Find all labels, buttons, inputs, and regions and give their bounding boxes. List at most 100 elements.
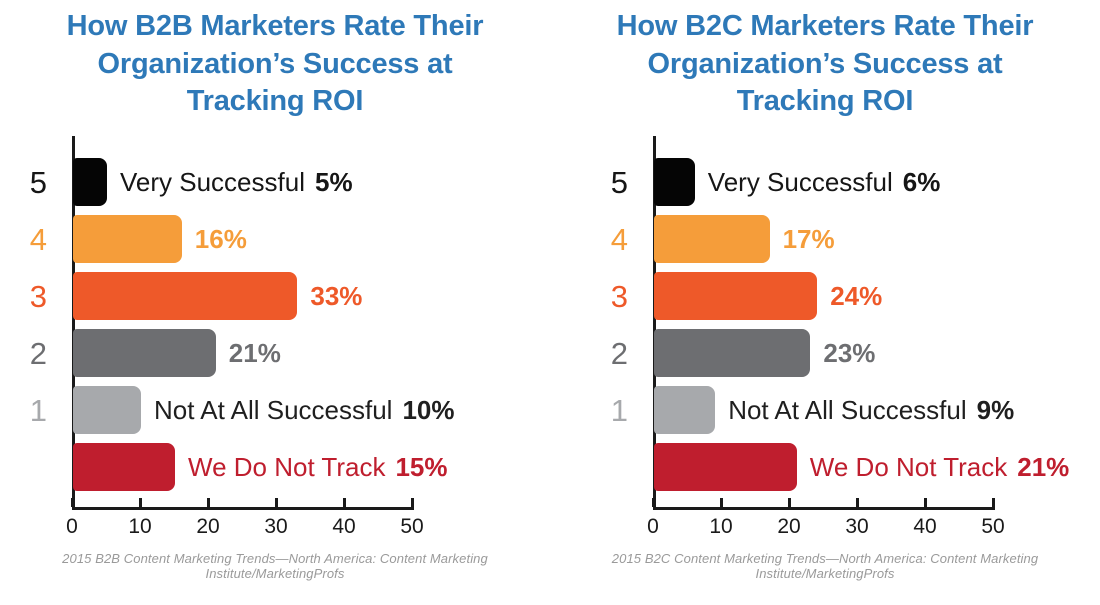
bar-label: Not At All Successful 9% bbox=[728, 397, 1014, 423]
bar bbox=[73, 386, 141, 435]
bar-value: 16% bbox=[194, 224, 247, 255]
title-line: Tracking ROI bbox=[186, 85, 364, 118]
x-axis: 0 10 20 30 40 50 bbox=[66, 498, 424, 539]
bar-zone: 24% bbox=[653, 272, 993, 321]
axis-tick-label: 40 bbox=[913, 515, 937, 539]
bar-row: 1 Not At All Successful 9% bbox=[552, 386, 1100, 435]
bar-rows: 5 Very Successful 5% 4 16% 3 33% 2 21% 1 Not At Al… bbox=[2, 136, 550, 507]
category-label: 2 bbox=[610, 335, 628, 371]
bar bbox=[654, 272, 818, 321]
axis-tick bbox=[275, 498, 278, 508]
bar-value: 9% bbox=[976, 395, 1015, 426]
axis-tick-label: 0 bbox=[647, 515, 659, 539]
axis-tick-label: 40 bbox=[332, 515, 356, 539]
bar-label: Not At All Successful 10% bbox=[154, 397, 455, 423]
axis-tick bbox=[788, 498, 791, 508]
bar-label: 16% bbox=[195, 226, 247, 252]
bar-value: 23% bbox=[823, 338, 876, 369]
axis-tick bbox=[652, 498, 655, 508]
bar-label: 33% bbox=[310, 283, 362, 309]
axis-tick bbox=[411, 498, 414, 508]
bar-label-text: Not At All Successful bbox=[728, 395, 967, 426]
axis-tick-label: 10 bbox=[128, 515, 152, 539]
title-line: How B2C Marketers Rate Their bbox=[616, 10, 1034, 42]
bar-row: 2 23% bbox=[552, 329, 1100, 378]
axis-tick-label: 50 bbox=[981, 515, 1005, 539]
title-line: How B2B Marketers Rate Their bbox=[66, 10, 484, 42]
bar bbox=[654, 329, 811, 378]
bar-zone: We Do Not Track 15% bbox=[72, 443, 448, 492]
category-label: 5 bbox=[29, 164, 47, 200]
axis-tick-label: 50 bbox=[400, 515, 424, 539]
axis-tick bbox=[992, 498, 995, 508]
bar-zone: Not At All Successful 9% bbox=[653, 386, 1014, 435]
axis-tick bbox=[71, 498, 74, 508]
source-caption-b2c: 2015 B2C Content Marketing Trends—North … bbox=[611, 551, 1039, 582]
bar bbox=[654, 158, 695, 207]
category-label: 4 bbox=[29, 221, 47, 257]
y-axis-line bbox=[72, 136, 75, 511]
axis-tick-label: 20 bbox=[196, 515, 220, 539]
bar-row: 2 21% bbox=[2, 329, 550, 378]
chart-title-b2b: How B2B Marketers Rate Their Organizatio… bbox=[0, 8, 550, 121]
bar-label-text: We Do Not Track bbox=[188, 452, 386, 483]
plot-area-b2b: 5 Very Successful 5% 4 16% 3 33% 2 21% 1 Not At Al… bbox=[2, 136, 550, 539]
bar-zone: Very Successful 5% bbox=[72, 158, 412, 207]
bar-row: 5 Very Successful 5% bbox=[2, 158, 550, 207]
source-caption-b2b: 2015 B2B Content Marketing Trends—North … bbox=[62, 551, 488, 582]
bar-zone: Not At All Successful 10% bbox=[72, 386, 455, 435]
bar-row: 4 16% bbox=[2, 215, 550, 264]
bar-label: 17% bbox=[783, 226, 835, 252]
axis-tick-label: 20 bbox=[777, 515, 801, 539]
chart-title-b2c: How B2C Marketers Rate Their Organizatio… bbox=[550, 8, 1100, 121]
bar-label-text: We Do Not Track bbox=[809, 452, 1008, 483]
bar-row: 4 17% bbox=[552, 215, 1100, 264]
bar-value: 10% bbox=[402, 395, 455, 426]
y-axis-line bbox=[653, 136, 656, 511]
title-line: Organization’s Success at bbox=[647, 47, 1003, 80]
bar-label: We Do Not Track 15% bbox=[188, 454, 448, 480]
bar-zone: 33% bbox=[72, 272, 412, 321]
bar-label: Very Successful 5% bbox=[120, 169, 353, 195]
axis-tick-label: 0 bbox=[66, 515, 78, 539]
bar-row: 1 Not At All Successful 10% bbox=[2, 386, 550, 435]
bar-row: 3 33% bbox=[2, 272, 550, 321]
bar-rows: 5 Very Successful 6% 4 17% 3 24% 2 23% 1 Not At Al… bbox=[552, 136, 1100, 507]
bar-label-text: Very Successful bbox=[120, 167, 305, 198]
axis-tick bbox=[720, 498, 723, 508]
bar-label-text: Very Successful bbox=[707, 167, 893, 198]
bar-value: 15% bbox=[395, 452, 448, 483]
axis-tick bbox=[207, 498, 210, 508]
bar bbox=[73, 215, 182, 264]
bar-row: 3 24% bbox=[552, 272, 1100, 321]
chart-b2c: How B2C Marketers Rate Their Organizatio… bbox=[550, 0, 1100, 581]
bar-value: 5% bbox=[314, 167, 353, 198]
bar-value: 6% bbox=[902, 167, 941, 198]
bar-label: We Do Not Track 21% bbox=[810, 454, 1070, 480]
category-label: 3 bbox=[610, 278, 628, 314]
bar-row: We Do Not Track 15% bbox=[2, 443, 550, 492]
bar-label: 23% bbox=[823, 340, 875, 366]
axis-tick bbox=[856, 498, 859, 508]
charts-container: How B2B Marketers Rate Their Organizatio… bbox=[0, 0, 1100, 582]
bar bbox=[73, 272, 298, 321]
category-label: 4 bbox=[610, 221, 628, 257]
x-axis-line bbox=[72, 507, 414, 511]
axis-tick bbox=[924, 498, 927, 508]
title-line: Tracking ROI bbox=[736, 85, 914, 118]
bar-value: 21% bbox=[228, 338, 281, 369]
bar-zone: 21% bbox=[72, 329, 412, 378]
bar-value: 33% bbox=[310, 281, 363, 312]
category-label: 1 bbox=[29, 392, 47, 428]
x-axis-line bbox=[653, 507, 995, 511]
axis-tick bbox=[139, 498, 142, 508]
bar bbox=[654, 386, 716, 435]
bar-zone: 16% bbox=[72, 215, 412, 264]
category-label: 1 bbox=[610, 392, 628, 428]
bar-value: 24% bbox=[830, 281, 883, 312]
bar-row: 5 Very Successful 6% bbox=[552, 158, 1100, 207]
bar-value: 21% bbox=[1017, 452, 1070, 483]
category-label: 3 bbox=[29, 278, 47, 314]
bar bbox=[654, 215, 770, 264]
bar-label-text: Not At All Successful bbox=[154, 395, 393, 426]
